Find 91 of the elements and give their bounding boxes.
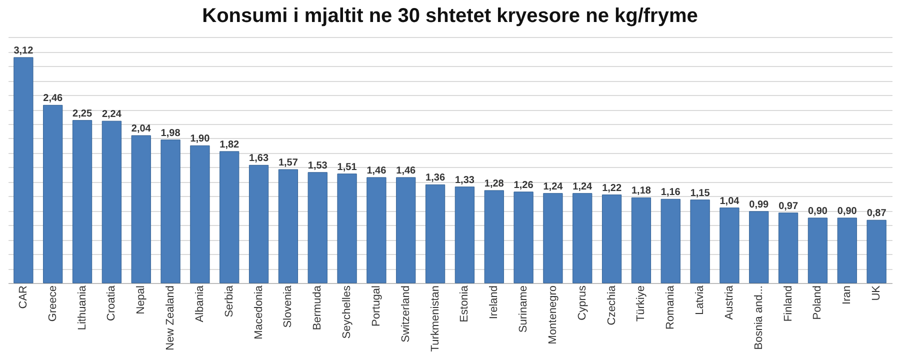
data-label: 3,12 — [14, 45, 34, 56]
bar — [543, 193, 563, 284]
x-tick-label: Albania — [194, 284, 206, 322]
bar — [778, 212, 798, 284]
bar — [808, 218, 828, 284]
x-tick-label: Lithuania — [76, 284, 88, 330]
x-tick-label: Romania — [664, 284, 677, 330]
data-label: 1,90 — [190, 134, 210, 145]
x-tick-label: Switzerland — [400, 286, 412, 342]
x-tick-label: Poland — [812, 286, 824, 320]
data-label: 2,04 — [131, 124, 152, 135]
data-label: 1,98 — [160, 128, 181, 139]
data-label: 1,24 — [572, 181, 593, 192]
bar — [631, 197, 652, 284]
bar — [396, 177, 416, 284]
data-label: 1,28 — [484, 178, 504, 190]
data-label: 1,53 — [308, 160, 328, 172]
x-tick-label: Portugal — [370, 286, 382, 326]
data-label: 1,22 — [602, 182, 622, 194]
bar — [837, 218, 857, 284]
bar — [308, 172, 328, 284]
x-tick-label: Cyprus — [576, 285, 588, 320]
data-label: 1,04 — [720, 196, 740, 207]
bar — [454, 186, 475, 284]
bar — [602, 194, 622, 284]
x-tick-label: UK — [870, 284, 883, 301]
data-label: 1,46 — [396, 165, 416, 176]
data-label: 1,51 — [337, 162, 358, 173]
bar — [572, 193, 592, 284]
x-tick-label: Czechia — [606, 284, 618, 326]
bar — [749, 211, 769, 284]
bar — [220, 151, 240, 284]
x-tick-label: Slovenia — [282, 284, 294, 328]
data-label: 1,82 — [220, 139, 240, 150]
x-tick-label: Austria — [723, 284, 736, 320]
x-tick-label: Estonia — [458, 284, 471, 322]
data-label: 1,18 — [631, 186, 652, 197]
data-label: 1,63 — [249, 153, 269, 164]
x-tick-label: Greece — [46, 286, 59, 322]
x-tick-label: CAR — [17, 285, 30, 309]
data-label: 1,15 — [690, 188, 710, 199]
bar — [866, 220, 886, 284]
data-label: 2,46 — [43, 93, 64, 104]
data-label: 0,97 — [778, 200, 798, 212]
bar — [278, 169, 298, 284]
x-tick-label: Bermuda — [312, 284, 324, 330]
x-tick-label: Ireland — [488, 286, 500, 320]
data-label: 0,87 — [866, 208, 887, 220]
bar — [43, 104, 63, 284]
x-tick-label: Bosnia and... — [752, 286, 765, 350]
x-tick-label: Suriname — [518, 286, 530, 333]
x-tick-label: Türkiye — [635, 286, 648, 322]
x-tick-label: Serbia — [223, 284, 236, 318]
bar — [190, 145, 210, 284]
x-tick-label: Iran — [841, 286, 854, 304]
x-tick-label: Seychelles — [341, 285, 354, 339]
bar — [248, 164, 269, 284]
data-label: 1,26 — [514, 180, 534, 191]
data-label: 1,46 — [366, 165, 387, 176]
data-label: 0,90 — [808, 206, 828, 217]
data-label: 2,24 — [102, 109, 122, 120]
data-label: 0,99 — [749, 199, 770, 210]
x-tick-label: Finland — [782, 286, 794, 322]
bar — [425, 184, 446, 284]
bar — [72, 120, 92, 284]
bar — [514, 192, 534, 284]
x-tick-label: Montenegro — [546, 286, 559, 344]
x-tick-label: Macedonia — [252, 284, 265, 340]
bar — [484, 190, 504, 284]
bar — [160, 140, 180, 284]
bar — [720, 208, 740, 284]
bar — [690, 200, 710, 284]
chart-title: Konsumi i mjaltit ne 30 shtetet kryesore ne kg/fryme — [202, 5, 698, 27]
x-tick-label: New Zealand — [164, 286, 177, 350]
x-tick-label: Latvia — [694, 284, 706, 315]
data-label: 2,25 — [72, 108, 92, 120]
x-tick-label: Turkmenistan — [429, 286, 442, 352]
x-tick-label: Nepal — [135, 286, 148, 314]
bar — [14, 57, 34, 284]
data-label: 1,36 — [426, 172, 446, 184]
x-tick-label: Croatia — [106, 284, 118, 321]
bar — [337, 174, 357, 284]
bar — [366, 177, 386, 284]
bar — [131, 135, 151, 284]
data-label: 1,33 — [454, 174, 475, 186]
bar — [660, 198, 680, 284]
data-label: 1,24 — [543, 181, 564, 192]
bar — [102, 120, 122, 284]
data-label: 1,16 — [660, 187, 681, 198]
data-label: 0,90 — [837, 206, 858, 217]
data-label: 1,57 — [278, 158, 298, 169]
